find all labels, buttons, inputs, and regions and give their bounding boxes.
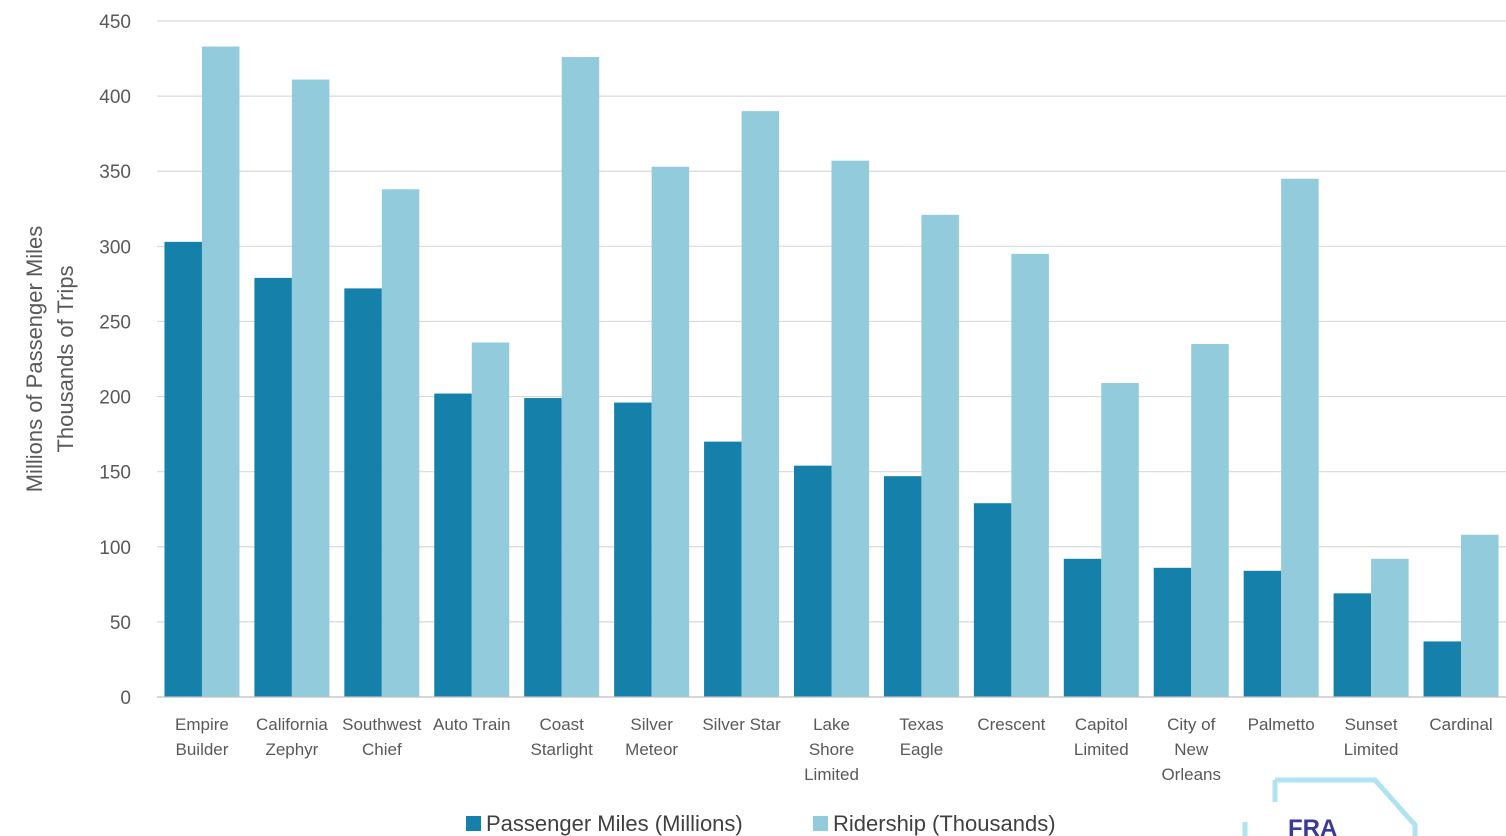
bar-passenger-miles-10	[1063, 558, 1102, 697]
bar-ridership-5	[651, 166, 690, 697]
logo-text: FRA	[1288, 815, 1337, 836]
y-tick-label: 300	[99, 237, 131, 258]
y-tick-label: 0	[120, 688, 131, 709]
y-axis-label-line-2: Thousands of Trips	[53, 265, 78, 452]
bar-ridership-7	[831, 160, 869, 697]
x-category-label: Empire	[175, 715, 229, 734]
bar-passenger-miles-8	[883, 476, 922, 697]
legend-swatch-passenger-miles	[466, 816, 481, 831]
x-category-label: Eagle	[900, 740, 943, 759]
x-category-label: Auto Train	[433, 715, 511, 734]
x-category-label: Southwest	[342, 715, 422, 734]
bar-passenger-miles-3	[434, 393, 472, 697]
bar-passenger-miles-2	[344, 288, 382, 697]
x-axis-categories: Empire Builder California Zephyr Southwest Ch…	[175, 715, 1493, 784]
fra-logo: FRA	[1242, 777, 1418, 836]
bar-passenger-miles-5	[614, 402, 652, 697]
x-category-label: Orleans	[1161, 765, 1221, 784]
y-tick-label: 100	[99, 538, 131, 559]
bar-ridership-4	[561, 57, 600, 697]
legend-label-ridership: Ridership (Thousands)	[833, 811, 1056, 836]
y-axis-ticks: 0 50 100 150 200 250 300 350 400 450	[99, 12, 131, 709]
x-category-label: City of	[1167, 715, 1215, 734]
bars	[164, 46, 1499, 698]
bar-ridership-3	[471, 342, 510, 697]
bar-passenger-miles-4	[524, 398, 562, 697]
x-category-label: Palmetto	[1248, 715, 1315, 734]
x-category-label: Silver	[630, 715, 673, 734]
x-category-label: Cardinal	[1429, 715, 1492, 734]
legend: Passenger Miles (Millions) Ridership (Th…	[466, 811, 1056, 836]
y-tick-label: 450	[99, 12, 131, 33]
x-category-label: Zephyr	[265, 740, 318, 759]
bar-passenger-miles-14	[1423, 641, 1462, 697]
y-tick-label: 350	[99, 162, 131, 183]
legend-swatch-ridership	[813, 816, 828, 831]
bar-ridership-1	[291, 79, 330, 697]
bar-ridership-8	[921, 214, 959, 697]
y-tick-label: 400	[99, 87, 131, 108]
x-category-label: Starlight	[531, 740, 594, 759]
x-category-label: Limited	[1074, 740, 1129, 759]
bar-ridership-11	[1191, 343, 1229, 697]
y-tick-label: 250	[99, 312, 131, 333]
x-category-label: Chief	[362, 740, 402, 759]
x-category-label: Capitol	[1075, 715, 1128, 734]
y-axis-label-line-1: Millions of Passenger Miles	[22, 226, 47, 493]
bar-passenger-miles-13	[1333, 593, 1372, 697]
x-category-label: Builder	[176, 740, 229, 759]
x-category-label: New	[1174, 740, 1209, 759]
bar-passenger-miles-0	[164, 241, 202, 697]
bar-ridership-14	[1461, 534, 1499, 697]
bar-ridership-9	[1011, 253, 1049, 697]
y-tick-label: 200	[99, 388, 131, 409]
y-tick-label: 50	[110, 613, 131, 634]
bar-ridership-12	[1281, 178, 1319, 697]
bar-passenger-miles-9	[973, 503, 1012, 697]
x-category-label: Crescent	[977, 715, 1045, 734]
x-category-label: Silver Star	[702, 715, 781, 734]
x-category-label: Limited	[804, 765, 859, 784]
x-category-label: Sunset	[1345, 715, 1398, 734]
x-category-label: Meteor	[625, 740, 678, 759]
bar-ridership-2	[381, 189, 420, 697]
legend-label-passenger-miles: Passenger Miles (Millions)	[486, 811, 743, 836]
bar-passenger-miles-7	[794, 465, 832, 697]
x-category-label: Coast	[539, 715, 584, 734]
bar-passenger-miles-12	[1243, 570, 1282, 697]
x-category-label: Limited	[1344, 740, 1399, 759]
bar-ridership-0	[201, 46, 240, 697]
bar-passenger-miles-11	[1153, 567, 1192, 697]
bar-passenger-miles-1	[254, 277, 292, 697]
x-category-label: Texas	[899, 715, 943, 734]
bar-ridership-10	[1101, 383, 1139, 697]
bar-ridership-13	[1371, 558, 1409, 697]
y-tick-label: 150	[99, 463, 131, 484]
x-category-label: Shore	[809, 740, 854, 759]
x-category-label: California	[256, 715, 328, 734]
x-category-label: Lake	[813, 715, 850, 734]
bar-ridership-6	[741, 111, 780, 698]
bar-passenger-miles-6	[704, 441, 742, 697]
